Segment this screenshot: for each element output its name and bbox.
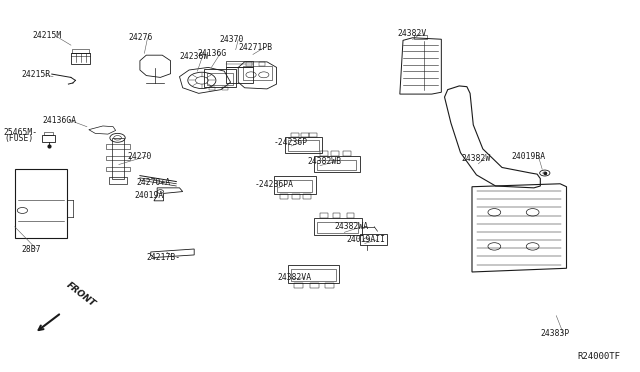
Text: 25465M-: 25465M- — [4, 128, 38, 137]
Text: 24382V: 24382V — [398, 29, 427, 38]
Text: 24215M: 24215M — [33, 31, 62, 41]
Text: 24215R: 24215R — [22, 70, 51, 79]
Text: 24236W: 24236W — [179, 52, 209, 61]
Text: 24382WA: 24382WA — [335, 222, 369, 231]
Text: 24136GA: 24136GA — [42, 116, 76, 125]
Text: 24382WB: 24382WB — [307, 157, 341, 166]
Text: 24019BA: 24019BA — [511, 152, 546, 161]
Text: 24136G: 24136G — [197, 49, 227, 58]
Text: 24383P: 24383P — [540, 329, 570, 338]
Text: -24236PA: -24236PA — [255, 180, 294, 189]
Text: 24382VA: 24382VA — [277, 273, 311, 282]
Text: 28B7: 28B7 — [21, 244, 40, 253]
Text: R24000TF: R24000TF — [577, 352, 620, 361]
Text: 24382W: 24382W — [462, 154, 491, 163]
Text: FRONT: FRONT — [65, 280, 97, 308]
Text: 24270: 24270 — [127, 152, 152, 161]
Text: 24019AII: 24019AII — [347, 235, 386, 244]
Text: 24270+A: 24270+A — [136, 178, 170, 187]
Text: 24217B-: 24217B- — [147, 253, 180, 262]
Text: -24236P: -24236P — [274, 138, 308, 147]
Text: (FUSE): (FUSE) — [4, 134, 33, 143]
Text: 24276: 24276 — [129, 33, 153, 42]
Text: 24271PB: 24271PB — [238, 42, 273, 51]
Text: 24370: 24370 — [219, 35, 243, 44]
Text: 24019A: 24019A — [135, 191, 164, 200]
